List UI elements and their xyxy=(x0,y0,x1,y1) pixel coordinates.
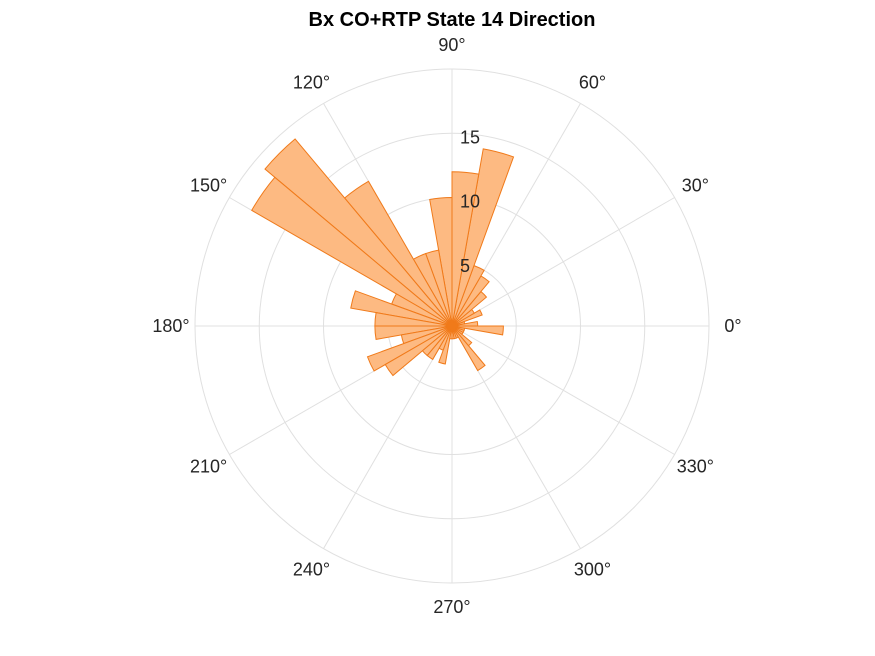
radial-tick-labels: 5 10 15 xyxy=(460,127,480,276)
histogram-bar-300-310 xyxy=(451,325,486,372)
histogram-bar-70-80 xyxy=(451,148,515,327)
radial-tick-label-10: 10 xyxy=(460,192,480,212)
histogram-bar-140-150 xyxy=(251,176,453,327)
histogram-bar-250-260 xyxy=(438,325,453,365)
histogram-bar-210-220 xyxy=(384,325,453,377)
radial-tick-label-5: 5 xyxy=(460,256,470,276)
radial-tick-label-15: 15 xyxy=(460,127,480,147)
angle-tick-label-150: 150° xyxy=(190,176,227,196)
angle-tick-label-210: 210° xyxy=(190,457,227,477)
histogram-bar-310-320 xyxy=(451,325,473,347)
angle-tick-labels: 0° 30° 60° 90° 120° 150° 180° 210° 240° 270° 300° 3… xyxy=(152,35,741,617)
angle-tick-label-60: 60° xyxy=(579,73,606,93)
angle-tick-label-300: 300° xyxy=(574,559,611,579)
angle-tick-label-180: 180° xyxy=(152,316,189,336)
grid-spoke-30 xyxy=(451,197,675,327)
histogram-bar-160-170 xyxy=(350,290,453,327)
angle-tick-label-30: 30° xyxy=(682,176,709,196)
histogram-bar-230-240 xyxy=(426,325,453,361)
grid-spoke-330 xyxy=(451,325,675,455)
histogram-bar-130-140 xyxy=(264,138,453,327)
chart-title: Bx CO+RTP State 14 Direction xyxy=(309,9,596,31)
histogram-bars xyxy=(251,138,515,377)
histogram-bar-350-360 xyxy=(451,325,504,336)
angle-tick-label-330: 330° xyxy=(677,457,714,477)
angle-tick-label-90: 90° xyxy=(438,35,465,55)
angle-tick-label-270: 270° xyxy=(433,597,470,617)
histogram-bar-200-210 xyxy=(366,325,453,372)
center-marker xyxy=(448,322,456,330)
grid-spoke-240 xyxy=(323,325,453,549)
angle-tick-label-120: 120° xyxy=(293,73,330,93)
angle-tick-label-0: 0° xyxy=(724,316,741,336)
histogram-bar-80-90 xyxy=(451,171,480,327)
angle-tick-label-240: 240° xyxy=(293,559,330,579)
